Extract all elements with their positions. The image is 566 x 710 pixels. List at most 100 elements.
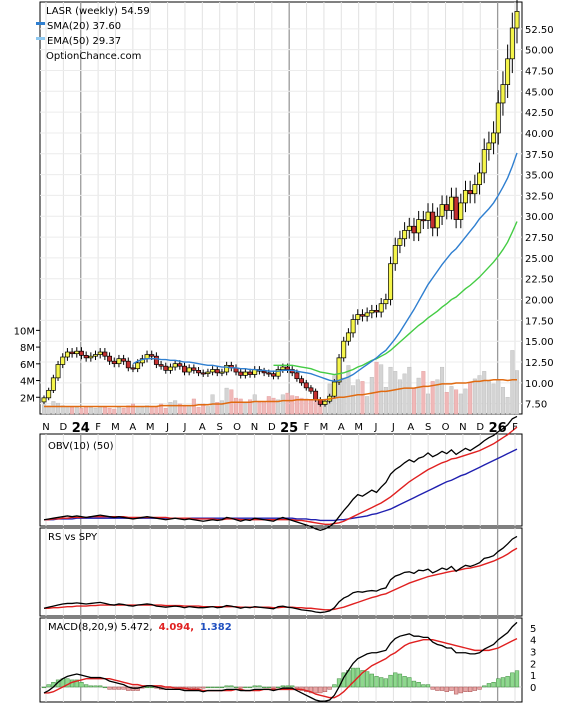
volume-bar — [341, 377, 346, 415]
obv-line — [43, 415, 518, 532]
candle-body — [107, 355, 113, 362]
price-tick-label: 30.00 — [525, 212, 554, 223]
macd-histogram-bar — [341, 672, 346, 688]
x-tick-label: A — [199, 422, 206, 433]
volume-bar — [248, 399, 253, 415]
price-tick-label: 10.00 — [525, 379, 554, 390]
volume-bar — [159, 403, 164, 415]
candle-body — [355, 314, 361, 320]
volume-bar — [430, 381, 435, 415]
macd-histogram-bar — [383, 678, 389, 688]
macd-histogram-bar — [210, 686, 215, 689]
obv-legend: OBV(10) (50) — [48, 441, 114, 452]
price-legend-title: LASR (weekly) 54.59 — [46, 6, 150, 17]
macd-histogram-bar — [41, 686, 47, 689]
macd-histogram-bar — [439, 686, 445, 691]
candle-body — [495, 102, 501, 134]
volume-bar — [163, 407, 168, 415]
volume-bar — [201, 403, 206, 415]
candle-body — [210, 369, 216, 373]
rs-legend: RS vs SPY — [48, 532, 98, 543]
volume-bar — [79, 407, 84, 415]
candle-body — [448, 196, 454, 211]
macd-histogram-bar — [350, 667, 356, 688]
x-tick-label: 24 — [72, 421, 90, 436]
macd-histogram-bar — [430, 686, 435, 690]
macd-histogram-bar — [510, 672, 515, 688]
macd-histogram-bar — [416, 682, 421, 688]
macd-histogram-bar — [187, 686, 192, 689]
candle-body — [509, 27, 515, 60]
candle-body — [97, 351, 103, 355]
volume-bar — [116, 407, 121, 415]
price-tick-label: 32.50 — [525, 191, 554, 202]
rs-panel-frame — [39, 527, 523, 617]
candle-body — [186, 367, 192, 373]
macd-tick-label: 2 — [530, 659, 536, 670]
macd-histogram-bar — [486, 683, 492, 688]
price-tick-label: 52.50 — [525, 25, 554, 36]
macd-histogram-bar — [374, 676, 379, 688]
candle-body — [406, 225, 412, 231]
macd-histogram-bar — [65, 678, 70, 688]
volume-bar — [219, 400, 224, 415]
macd-histogram-bar — [196, 686, 201, 689]
candle-body — [125, 360, 131, 369]
candle-body — [102, 351, 108, 357]
candle-body — [477, 172, 482, 185]
macd-histogram-bar — [191, 686, 197, 689]
x-tick-label: A — [129, 422, 136, 433]
x-tick-label: F — [512, 422, 518, 433]
volume-bar — [482, 371, 487, 415]
x-tick-label: A — [407, 422, 414, 433]
candle-body — [88, 355, 94, 359]
candle-body — [397, 238, 403, 246]
candle-body — [453, 196, 459, 220]
macd-histogram-bar — [219, 686, 225, 689]
volume-bar — [102, 407, 107, 415]
macd-histogram-bar — [463, 686, 468, 692]
macd-histogram-bar — [500, 677, 506, 688]
candle-body — [200, 372, 206, 375]
candle-body — [50, 377, 56, 391]
volume-bar — [468, 382, 473, 415]
candle-body — [331, 381, 337, 397]
macd-histogram-bar — [407, 677, 412, 688]
macd-histogram-bar — [215, 686, 220, 689]
candle-body — [505, 58, 511, 85]
macd-legend: MACD(8,20,9) 5.472, 4.094, 1.382 — [48, 622, 232, 633]
macd-histogram-bar — [252, 685, 257, 688]
volume-bar — [346, 365, 351, 415]
macd-histogram-bar — [205, 686, 211, 689]
volume-bar — [70, 407, 75, 415]
volume-bar — [472, 378, 477, 415]
candle-body — [341, 340, 347, 359]
volume-bar — [145, 405, 150, 415]
candle-body — [83, 355, 89, 359]
volume-bar — [407, 366, 412, 415]
volume-bar — [304, 398, 309, 415]
volume-bar — [126, 405, 131, 415]
macd-histogram-bar — [88, 685, 93, 688]
macd-histogram-bar — [261, 686, 267, 689]
price-tick-label: 17.50 — [525, 316, 554, 327]
volume-bar — [205, 406, 210, 415]
candle-body — [182, 365, 187, 373]
x-tick-label: M — [111, 422, 120, 433]
candle-body — [116, 358, 122, 365]
macd-histogram-bar — [444, 686, 449, 692]
source-label: OptionChance.com — [46, 51, 141, 62]
volume-bar — [173, 400, 178, 415]
macd-histogram-bar — [112, 686, 117, 690]
candle-body — [299, 378, 305, 384]
price-tick-label: 47.50 — [525, 66, 554, 77]
volume-bar — [505, 397, 510, 415]
candle-body — [41, 397, 47, 403]
candle-body — [224, 365, 230, 373]
candle-body — [364, 312, 370, 317]
macd-histogram-bar — [79, 682, 84, 688]
candle-body — [336, 357, 342, 383]
x-tick-label: D — [60, 422, 68, 433]
macd-histogram-bar — [388, 674, 393, 688]
macd-histogram-bar — [411, 680, 417, 688]
